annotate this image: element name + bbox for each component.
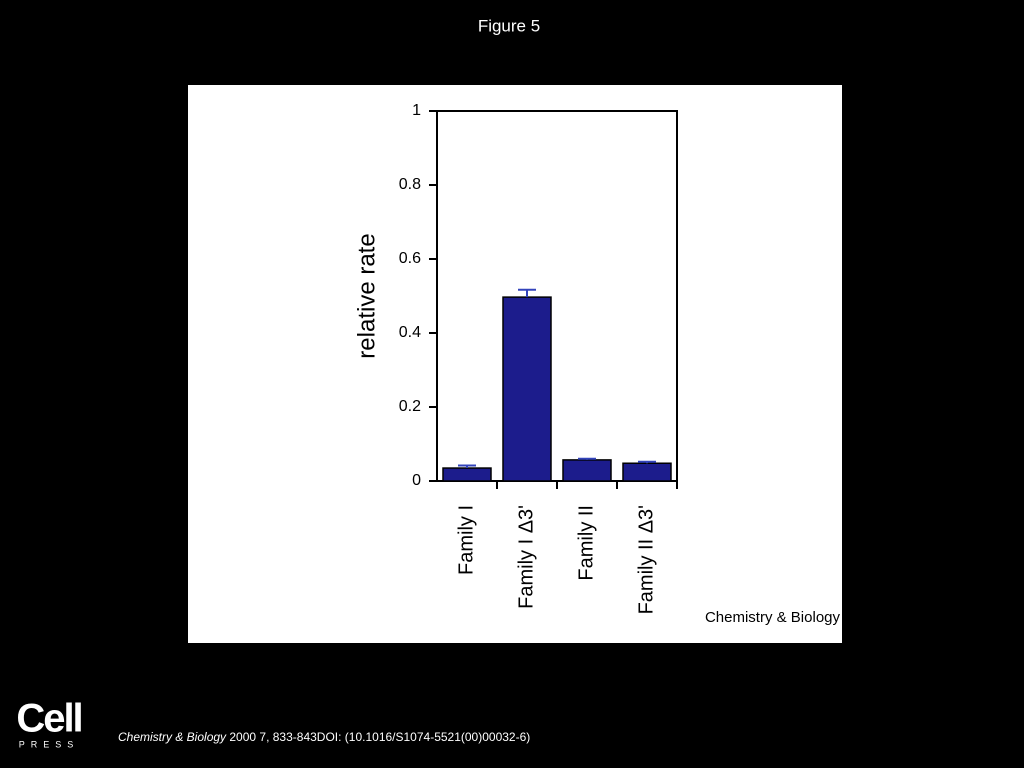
x-tick-label: Family I Δ3' [515,505,537,609]
x-tick-label: Family I [455,505,477,575]
watermark: Chemistry & Biology [705,609,841,626]
y-tick-label: 0 [412,472,421,489]
logo-sub: PRESS [19,739,80,749]
y-tick-label: 0.4 [399,324,421,341]
error-bar [578,457,596,460]
bar [502,296,552,482]
x-tick-label: Family II [575,505,597,581]
y-tick-label: 1 [412,102,421,119]
logo-name: Cell [16,697,81,741]
y-tick-label: 0.8 [399,176,421,193]
y-axis-label: relative rate [353,233,380,358]
x-tick-label: Family II Δ3' [635,505,657,614]
error-bar [458,464,476,469]
y-tick-label: 0.2 [399,398,421,415]
y-tick-label: 0.6 [399,250,421,267]
citation: Chemistry & Biology 2000 7, 833-843DOI: … [118,730,530,744]
citation-journal: Chemistry & Biology [118,730,227,744]
bar [442,467,492,482]
error-bar [638,460,656,464]
error-bar [518,288,536,298]
bar [562,459,612,482]
citation-text: 2000 7, 833-843DOI: (10.1016/S1074-5521(… [226,730,530,744]
bar [622,462,672,482]
figure-title: Figure 5 [478,16,540,35]
